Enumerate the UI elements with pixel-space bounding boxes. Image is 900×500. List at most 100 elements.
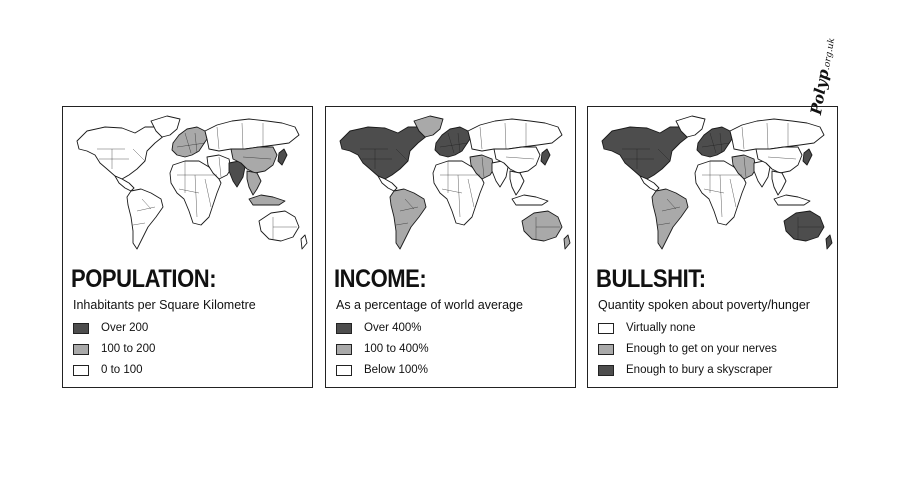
legend-label: Enough to get on your nerves (626, 343, 777, 355)
legend-label: Over 400% (364, 322, 422, 334)
legend-label: Virtually none (626, 322, 696, 334)
signature-domain: .org.uk (821, 37, 838, 71)
border-line (132, 148, 146, 162)
region-indonesia (248, 194, 286, 206)
border-line (767, 156, 797, 160)
region-south-america (389, 188, 427, 250)
legend-swatch-medium (73, 344, 89, 355)
region-africa (694, 160, 747, 226)
world-map-population (76, 115, 308, 250)
border-line (136, 206, 156, 212)
border-line (666, 198, 677, 210)
region-southeast-asia (246, 170, 262, 196)
region-new-zealand (825, 234, 833, 250)
region-southeast-asia (509, 170, 525, 196)
border-line (719, 132, 723, 154)
region-russia (467, 118, 563, 152)
population-panel: POPULATION: Inhabitants per Square Kilom… (62, 106, 313, 388)
income-panel: INCOME: As a percentage of world average… (325, 106, 576, 388)
border-line (709, 132, 717, 154)
border-line (743, 156, 747, 178)
region-indonesia (773, 194, 811, 206)
panel-title: BULLSHIT: (596, 265, 706, 293)
legend-label: 0 to 100 (101, 364, 143, 376)
border-line (701, 142, 731, 148)
region-europe (434, 126, 471, 158)
region-europe (171, 126, 208, 158)
artist-signature: Polyp.org.uk (807, 36, 838, 116)
legend-label: 100 to 400% (364, 343, 429, 355)
border-line (216, 126, 220, 150)
border-line (729, 178, 737, 208)
region-central-america (377, 175, 398, 192)
region-china (755, 146, 803, 174)
bullshit-panel: Polyp.org.uk BULLSHIT: Quantity spoken a… (587, 37, 838, 388)
region-russia (204, 118, 300, 152)
border-line (176, 142, 206, 148)
region-south-america (126, 188, 164, 250)
region-greenland (150, 115, 181, 138)
legend-swatch-dark (598, 365, 614, 376)
region-russia (729, 118, 825, 152)
border-line (132, 222, 146, 226)
legend-swatch-medium (598, 344, 614, 355)
border-line (242, 156, 272, 160)
legend-swatch-dark (336, 323, 352, 334)
border-line (184, 132, 192, 154)
legend-swatch-dark (73, 323, 89, 334)
border-line (719, 174, 723, 218)
border-line (404, 198, 415, 210)
region-africa (169, 160, 222, 226)
border-line (481, 156, 485, 178)
region-central-america (114, 175, 135, 192)
border-line (399, 206, 419, 212)
border-line (194, 174, 198, 218)
border-line (505, 156, 535, 160)
region-new-zealand (300, 234, 308, 250)
legend-swatch-light (598, 323, 614, 334)
legend-swatch-medium (336, 344, 352, 355)
border-line (241, 122, 244, 150)
border-line (766, 122, 769, 150)
border-line (441, 188, 463, 194)
region-europe (696, 126, 733, 158)
region-middle-east (469, 154, 495, 180)
region-japan (802, 148, 813, 166)
panel-subtitle: Inhabitants per Square Kilometre (73, 298, 256, 312)
legend-swatch-light (73, 365, 89, 376)
region-north-america (601, 126, 691, 180)
panel-subtitle: As a percentage of world average (336, 298, 523, 312)
border-line (703, 188, 725, 194)
region-greenland (413, 115, 444, 138)
region-australia (521, 210, 563, 242)
region-southeast-asia (771, 170, 787, 196)
legend-label: Below 100% (364, 364, 428, 376)
border-line (178, 188, 200, 194)
region-china (493, 146, 541, 174)
legend-swatch-light (336, 365, 352, 376)
border-line (467, 178, 475, 208)
legend-label: Enough to bury a skyscraper (626, 364, 773, 376)
region-south-america (651, 188, 689, 250)
region-africa (432, 160, 485, 226)
border-line (218, 156, 222, 178)
legend-label: 100 to 200 (101, 343, 156, 355)
region-australia (258, 210, 300, 242)
panel-title: POPULATION: (71, 265, 217, 293)
border-line (457, 132, 461, 154)
border-line (395, 148, 409, 162)
region-japan (277, 148, 288, 166)
region-china (230, 146, 278, 174)
legend-label: Over 200 (101, 322, 149, 334)
region-middle-east (731, 154, 757, 180)
panel-title: INCOME: (334, 265, 427, 293)
signature-name: Polyp (807, 67, 833, 117)
region-indonesia (511, 194, 549, 206)
world-map-bullshit (601, 115, 833, 250)
region-north-america (339, 126, 429, 180)
border-line (447, 132, 455, 154)
border-line (504, 122, 507, 150)
region-middle-east (206, 154, 232, 180)
border-line (661, 206, 681, 212)
world-map-income (339, 115, 571, 250)
